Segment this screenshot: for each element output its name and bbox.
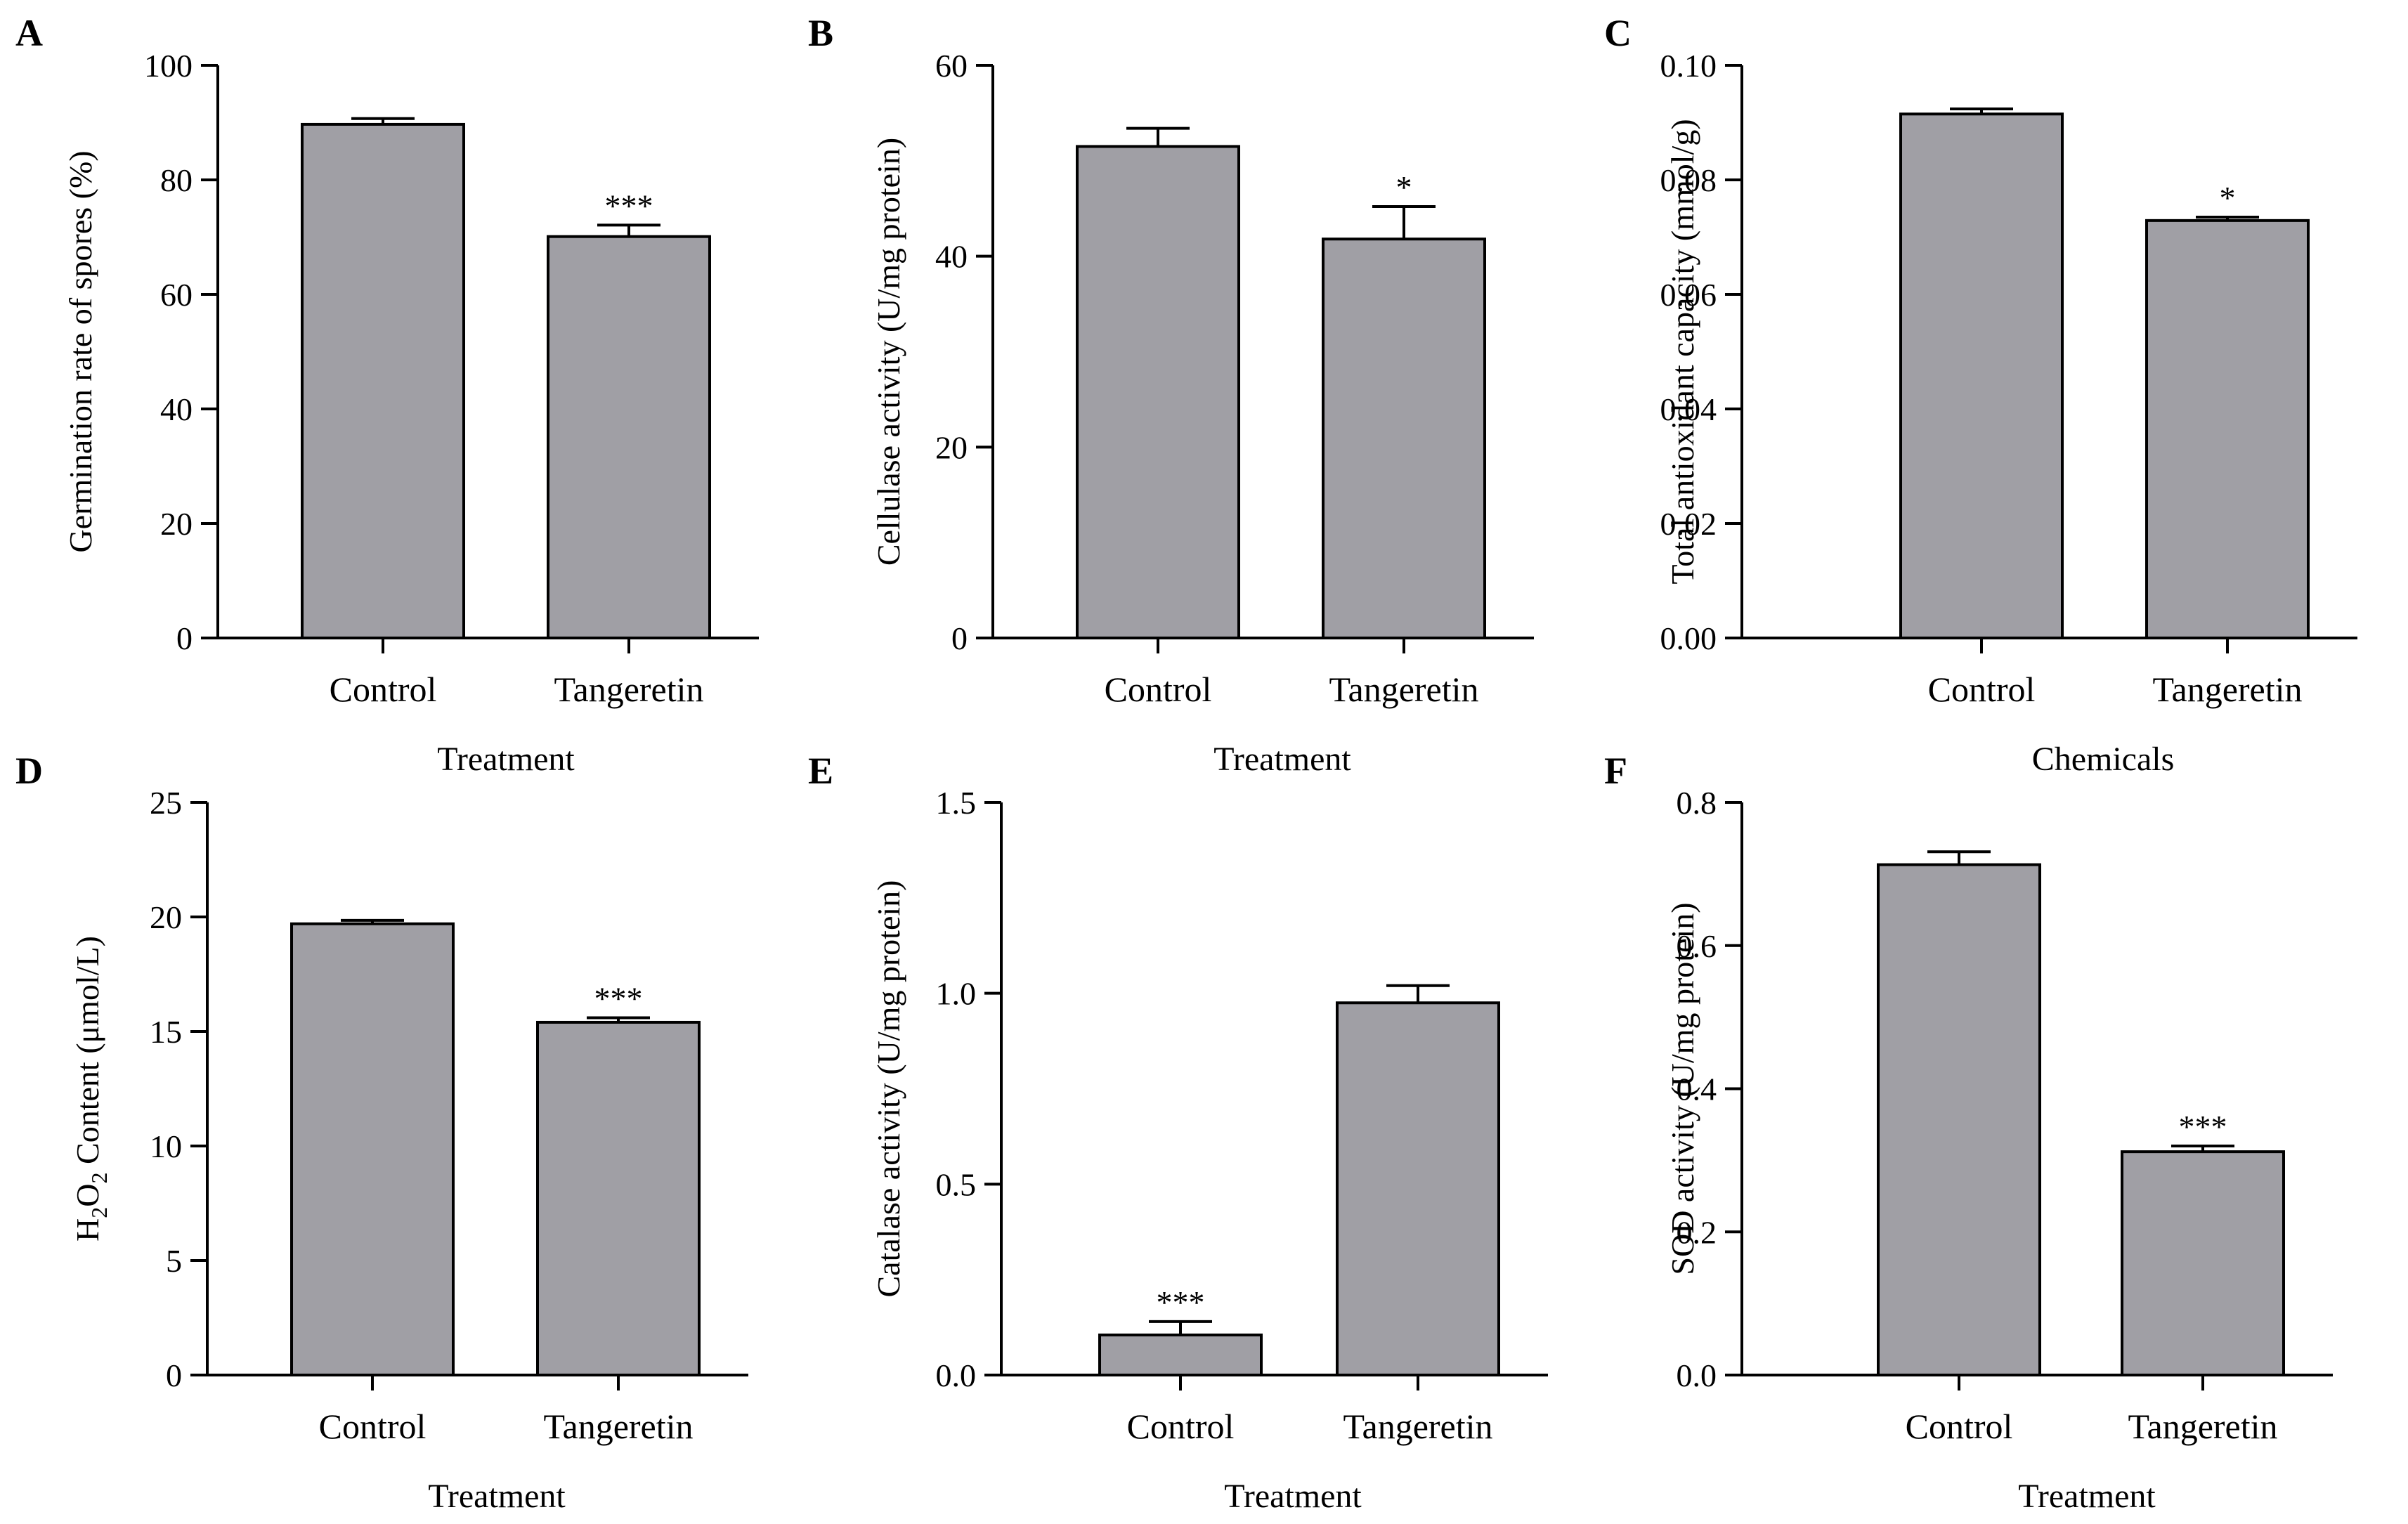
y-tick-label: 80 [160,162,193,198]
y-tick-label: 0.0 [936,1357,977,1393]
y-tick-label: 0.02 [1660,506,1717,542]
y-tick-label: 0.08 [1660,162,1717,198]
x-tick-label: Tangeretin [2152,670,2302,709]
bar-tangeretin [1336,1001,1500,1376]
bar-control [1899,112,2064,639]
bar-control [301,122,465,639]
y-axis-title: Germination rate of spores (%) [63,150,98,552]
panel-letter: F [1604,750,1627,792]
x-tick-label: Control [330,670,437,709]
y-tick-label: 40 [935,239,968,275]
y-tick-label: 20 [935,429,968,465]
panel-b: B Control * Tangeretin 0 20 40 60 Treatment Cellu… [808,12,1534,778]
x-tick-label: Control [1906,1407,2013,1446]
y-tick-label: 1.0 [936,976,977,1012]
bar-tangeretin [2121,1150,2285,1377]
y-tick-label: 20 [160,506,193,542]
panel-letter: D [15,750,43,792]
x-tick-label: Tangeretin [1343,1407,1492,1446]
y-axis-title: Total antioxidant capacity (mmol/g) [1665,119,1700,584]
y-tick-label: 25 [150,785,182,821]
y-tick-label: 0.2 [1677,1214,1717,1250]
panel-c: C Control * Tangeretin 0.00 0.02 0.04 0.06 0.08 0… [1604,12,2357,778]
y-tick-label: 0.6 [1677,928,1717,964]
y-tick-label: 20 [150,899,182,935]
bar-tangeretin [1322,237,1486,639]
y-axis-title: Cellulase activity (U/mg protein) [871,138,906,566]
y-tick-label: 60 [935,48,968,84]
x-tick-label: Tangeretin [1329,670,1478,709]
y-tick-label: 0.4 [1677,1072,1717,1107]
y-tick-label: 0 [166,1357,182,1393]
bar-tangeretin [547,235,711,639]
x-axis-title: Treatment [2018,1478,2156,1515]
significance-label: * [2220,180,2236,216]
y-tick-label: 10 [150,1128,182,1164]
panel-letter: B [808,12,833,54]
y-tick-label: 0.0 [1677,1357,1717,1393]
panel-letter: A [15,12,43,54]
x-axis-title: Treatment [1224,1478,1362,1515]
y-tick-label: 0.10 [1660,48,1717,84]
panel-f: F Control *** Tangeretin 0.0 0.2 0.4 0.6 0.8 Trea… [1604,750,2333,1515]
y-tick-label: 0.04 [1660,391,1717,427]
significance-label: *** [605,188,653,223]
y-tick-label: 40 [160,391,193,427]
x-axis-title: Treatment [437,741,575,778]
bar-control [1098,1333,1263,1376]
x-tick-label: Control [1928,670,2036,709]
panel-e: E *** Control Tangeretin 0.0 0.5 1.0 1.5 Treatme… [808,750,1548,1515]
y-tick-label: 0.8 [1677,785,1717,821]
significance-label: * [1396,169,1412,205]
x-axis-title: Treatment [1213,741,1351,778]
y-tick-label: 1.5 [936,785,977,821]
y-tick-label: 5 [166,1243,182,1279]
x-tick-label: Control [1127,1407,1235,1446]
panel-d: D Control *** Tangeretin 0 5 10 15 20 25 Treatment… [15,750,748,1515]
y-axis-title: H2O2 Content (μmol/L) [70,936,112,1242]
y-tick-label: 100 [144,48,193,84]
panel-a: A Control *** Tangeretin 0 20 40 60 80 100 Treatme… [15,12,759,778]
y-axis-title: Catalase activity (U/mg protein) [871,880,906,1298]
x-tick-label: Control [1105,670,1212,709]
y-axis-title: SOD activity (U/mg protein) [1665,902,1700,1275]
x-axis-title: Treatment [428,1478,566,1515]
x-tick-label: Control [319,1407,427,1446]
panel-letter: E [808,750,833,792]
y-tick-label: 0.06 [1660,277,1717,313]
y-tick-label: 0.00 [1660,620,1717,656]
bar-tangeretin [536,1020,701,1376]
y-tick-label: 15 [150,1014,182,1050]
bar-control [1877,863,2041,1376]
panel-letter: C [1604,12,1632,54]
significance-label: *** [2179,1109,2227,1145]
bar-control [1076,145,1240,640]
significance-label: *** [594,980,643,1016]
x-axis-title: Chemicals [2032,741,2175,778]
bar-control [290,922,455,1376]
y-tick-label: 0.5 [936,1166,977,1202]
x-tick-label: Tangeretin [2128,1407,2277,1446]
bar-tangeretin [2145,219,2310,639]
y-tick-label: 0 [176,620,193,656]
y-tick-label: 60 [160,277,193,313]
x-tick-label: Tangeretin [543,1407,693,1446]
x-tick-label: Tangeretin [554,670,703,709]
y-tick-label: 0 [951,620,968,656]
significance-label: *** [1157,1284,1205,1320]
